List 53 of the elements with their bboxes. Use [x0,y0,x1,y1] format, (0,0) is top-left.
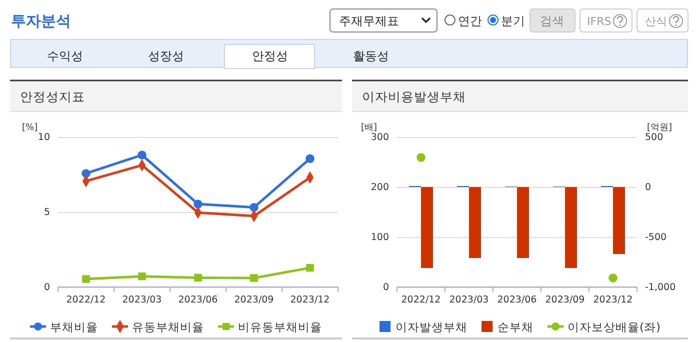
y-tick-label: 100 [370,232,389,244]
point [138,272,146,280]
text: 수익성 [47,49,83,63]
point [250,202,258,212]
x-tick-label: 2023/09 [234,294,274,306]
text: IFRS [587,15,612,28]
point [306,154,314,163]
y-tick-label: 10 [38,132,50,144]
chart-title: 안정성지표 [20,89,85,104]
text: 활동성 [353,49,389,63]
y-tick-label: 0 [382,282,389,294]
point [82,275,90,283]
text: 분기 [501,14,525,28]
x-tick-label: 2023/03 [122,294,162,306]
x-tick-label: 2022/12 [401,294,441,306]
legend-label: 이자보상배율(좌) [568,320,660,334]
y-tick-label: 5 [44,207,50,218]
text: 투자분석 [11,12,71,30]
x-tick-label: 2023/03 [449,294,489,306]
y-axis-title: [%] [22,123,38,133]
point [138,150,146,160]
legend-label: 순부채 [498,320,534,334]
text: 검색 [540,14,564,28]
y-tick-label: 300 [370,132,389,144]
legend-label: 유동부채비율 [132,320,204,334]
y-axis-title: [배] [361,123,378,133]
y2-tick-label: 0 [645,182,652,194]
y2-tick-label: 500 [645,132,664,144]
x-tick-label: 2023/09 [545,294,585,306]
x-tick-label: 2023/06 [497,294,537,306]
y-tick-label: 200 [370,182,389,194]
point [194,274,202,282]
point [250,274,258,282]
text: 연간 [458,14,482,28]
y2-tick-label: -500 [645,232,667,244]
point [306,264,314,272]
x-tick-label: 2023/12 [290,294,330,306]
legend-label: 비유동부채비율 [238,320,322,334]
x-tick-label: 2023/12 [593,294,633,306]
y-tick-label: 0 [44,282,50,294]
point [194,200,202,208]
text: 안정성 [252,49,288,63]
legend-label: 부채비율 [50,320,98,334]
x-tick-label: 2023/06 [178,294,218,306]
legend-label: 이자발생부채 [396,320,468,334]
chart-title: 이자비용발생부채 [362,89,466,104]
y2-tick-label: -1,000 [645,282,676,294]
point [82,169,90,178]
y2-axis-title: [억원] [647,123,672,133]
text: 성장성 [148,49,184,63]
x-tick-label: 2022/12 [66,294,106,306]
text: 산식 [645,15,667,28]
text: 주재무제표 [339,14,399,28]
